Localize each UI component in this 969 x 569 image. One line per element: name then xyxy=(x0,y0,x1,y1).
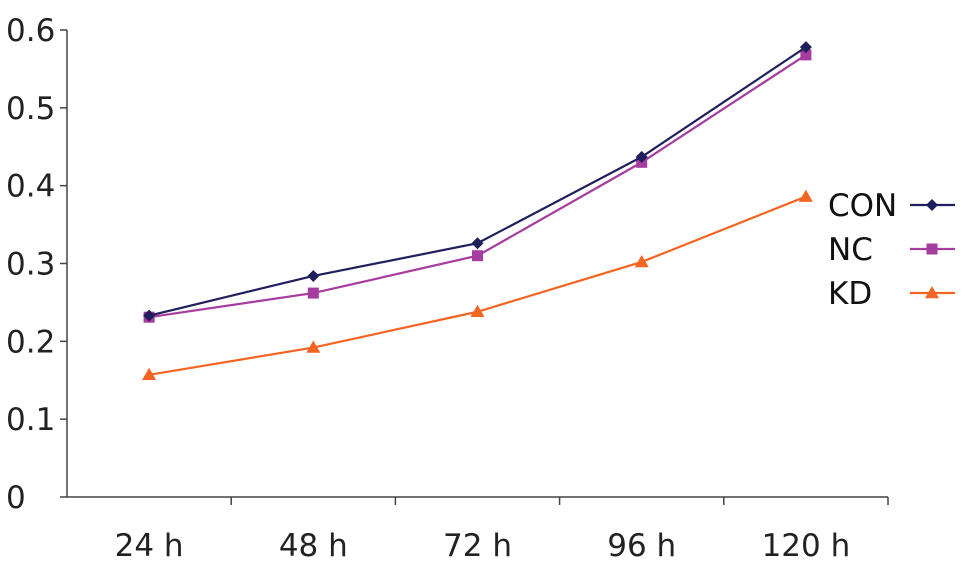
data-point-kd xyxy=(634,254,649,268)
legend-marker xyxy=(926,199,938,211)
y-tick-label: 0.6 xyxy=(6,13,55,49)
legend-item-nc: NC xyxy=(828,232,955,268)
data-point-con xyxy=(143,309,156,322)
series-con xyxy=(143,41,812,322)
data-point-nc xyxy=(307,287,319,299)
data-point-con xyxy=(307,269,320,282)
y-tick-label: 0 xyxy=(6,480,26,516)
axes xyxy=(60,29,889,505)
y-tick-label: 0.5 xyxy=(6,91,55,127)
series-line-kd xyxy=(148,195,807,376)
series-line-con xyxy=(148,46,807,317)
legend-label: KD xyxy=(828,276,872,312)
x-tick-label: 120 h xyxy=(762,528,851,564)
data-point-nc xyxy=(472,250,483,262)
legend: CON NC KD xyxy=(828,188,955,312)
data-point-con xyxy=(799,41,812,54)
x-tick-label: 24 h xyxy=(115,528,184,564)
data-point-nc xyxy=(800,49,812,61)
y-tick-label: 0.2 xyxy=(6,324,55,360)
series-nc xyxy=(143,49,812,323)
y-tick-label: 0.3 xyxy=(6,247,55,283)
y-tick-label: 0.4 xyxy=(6,169,55,205)
data-point-kd xyxy=(798,189,813,202)
tick-labels: 0 0.1 0.2 0.3 0.4 0.5 0.6 24 h 48 h 72 h 96 h 120 h xyxy=(6,13,850,564)
data-point-kd xyxy=(306,340,321,353)
series-lines xyxy=(142,41,813,381)
legend-item-con: CON xyxy=(828,188,955,224)
data-point-con xyxy=(635,150,648,163)
legend-label: CON xyxy=(828,188,897,224)
series-line-nc xyxy=(148,53,807,319)
legend-item-kd: KD xyxy=(828,276,955,312)
x-tick-label: 96 h xyxy=(607,528,676,564)
x-tick-label: 72 h xyxy=(443,528,512,564)
series-kd xyxy=(142,189,813,381)
legend-marker xyxy=(926,243,938,255)
y-tick-label: 0.1 xyxy=(6,402,55,438)
data-point-kd xyxy=(470,304,485,318)
data-point-con xyxy=(471,237,484,250)
x-tick-label: 48 h xyxy=(279,528,348,564)
legend-label: NC xyxy=(828,232,873,268)
data-point-kd xyxy=(142,367,157,381)
legend-marker xyxy=(925,286,939,299)
